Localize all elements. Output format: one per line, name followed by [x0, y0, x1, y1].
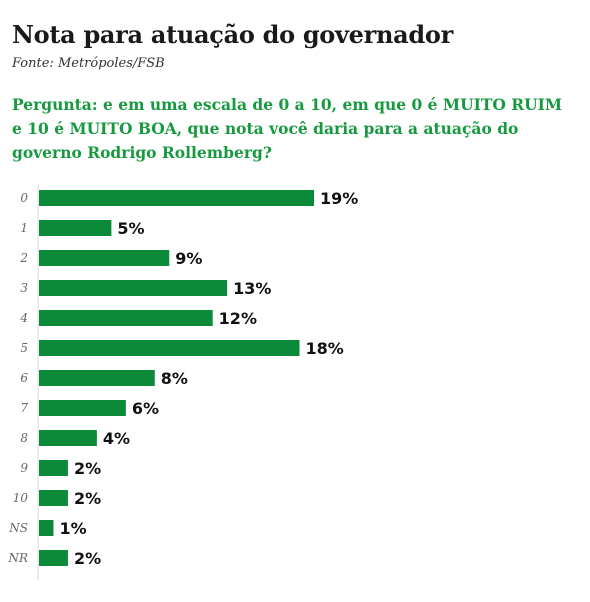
category-label: 7 [20, 401, 28, 415]
category-label: NR [7, 551, 28, 565]
category-label: 3 [20, 281, 28, 295]
bar [39, 370, 155, 386]
value-label: 4% [103, 429, 130, 448]
category-label: 4 [19, 311, 28, 325]
value-label: 2% [74, 459, 101, 478]
category-label: 10 [13, 491, 29, 505]
category-label: 8 [20, 431, 28, 445]
category-label: NS [8, 521, 28, 535]
bar [39, 250, 170, 266]
bar [39, 520, 54, 536]
category-label: 0 [20, 191, 28, 205]
category-label: 9 [20, 461, 28, 475]
value-label: 6% [132, 399, 159, 418]
chart-title: Nota para atuação do governador [12, 20, 453, 49]
value-label: 8% [161, 369, 188, 388]
bar [39, 340, 300, 356]
value-label: 19% [320, 189, 358, 208]
value-label: 9% [175, 249, 202, 268]
value-label: 1% [59, 519, 86, 538]
bar [39, 490, 68, 506]
value-label: 5% [117, 219, 144, 238]
bar-chart: 0 19% 1 5% 2 9% 3 13% 4 12% 5 18% 6 8% 7 6% 8 4% 9 2% 10 2% NS… [7, 185, 358, 580]
bar [39, 220, 112, 236]
value-label: 12% [219, 309, 257, 328]
bar [39, 190, 314, 206]
category-label: 2 [19, 251, 28, 265]
bar [39, 310, 213, 326]
value-label: 18% [306, 339, 344, 358]
category-label: 6 [20, 371, 28, 385]
bar [39, 280, 228, 296]
survey-question: Pergunta: e em uma escala de 0 a 10, em … [12, 95, 563, 162]
value-label: 2% [74, 549, 101, 568]
chart-source: Fonte: Metrópoles/FSB [12, 56, 165, 71]
category-label: 1 [20, 221, 28, 235]
value-label: 2% [74, 489, 101, 508]
bar [39, 550, 68, 566]
bar [39, 400, 126, 416]
category-label: 5 [20, 341, 28, 355]
bar [39, 460, 68, 476]
value-label: 13% [233, 279, 271, 298]
bar [39, 430, 97, 446]
